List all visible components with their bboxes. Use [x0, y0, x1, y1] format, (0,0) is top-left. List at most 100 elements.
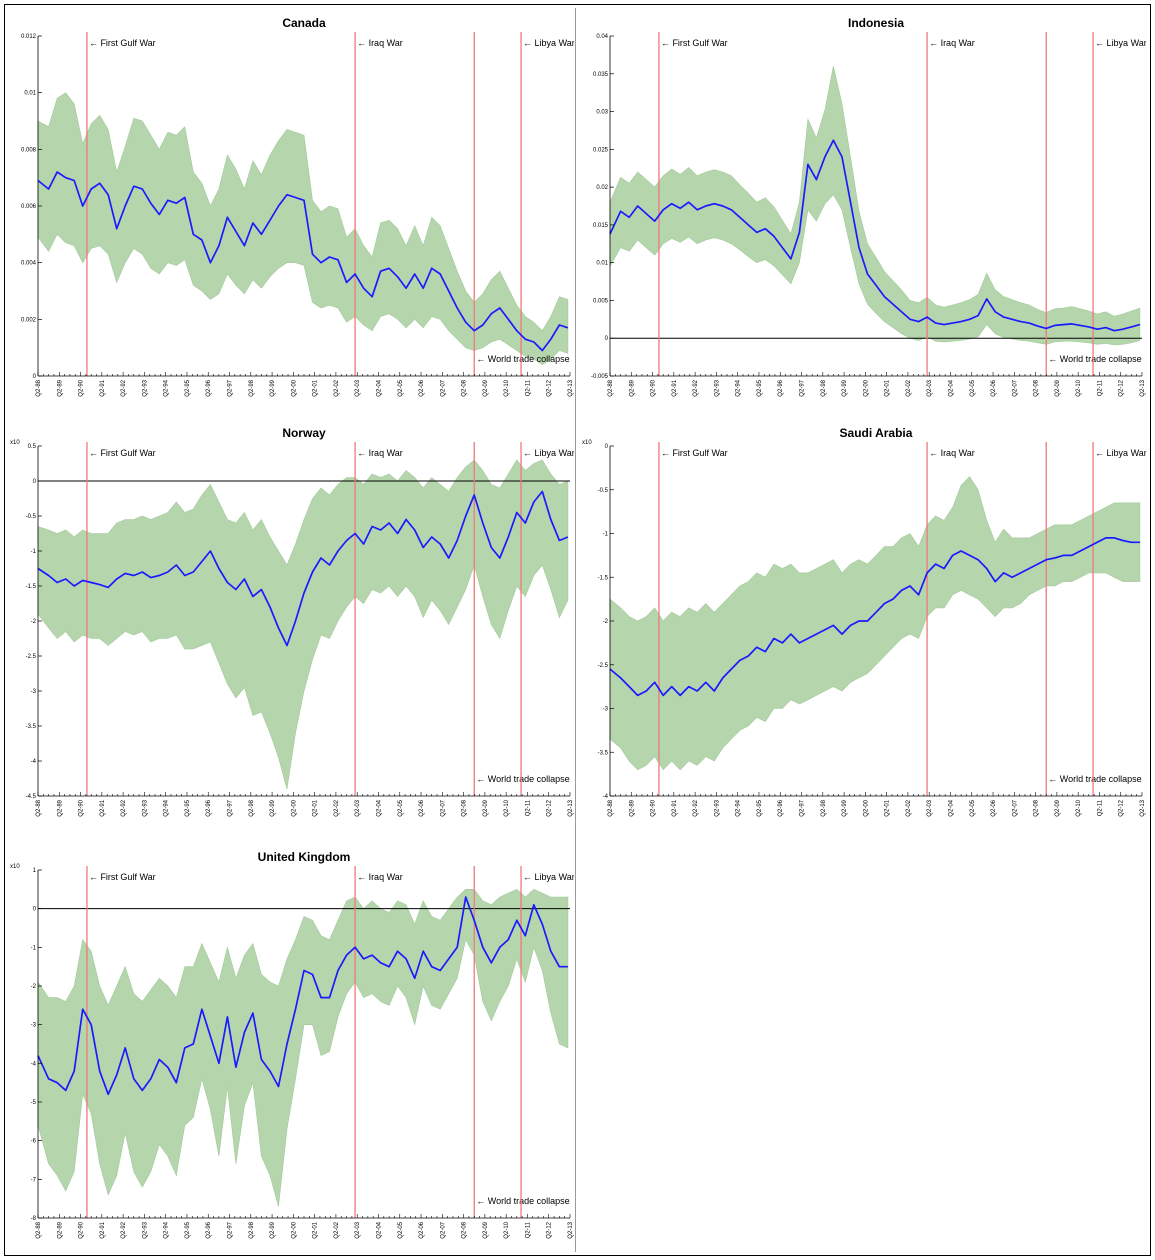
x-tick-label: Q2-03: [927, 379, 933, 396]
y-tick-label: 0.025: [593, 147, 609, 153]
event-label-iraq-war: ← Iraq War: [929, 448, 975, 458]
y-tick-label: -6: [31, 1139, 37, 1145]
x-tick-label: Q2-10: [1076, 799, 1082, 816]
y-tick-label: -3.5: [26, 724, 37, 730]
event-label-world-trade-collapse: ← World trade collapse: [476, 1196, 569, 1206]
y-tick-label: -5: [31, 1100, 37, 1106]
x-tick-label: Q2-97: [800, 799, 806, 816]
y-tick-label: -7: [31, 1177, 37, 1183]
x-tick-label: Q2-09: [1055, 379, 1061, 396]
x-tick-label: Q2-10: [504, 799, 510, 816]
x-tick-label: Q2-09: [483, 1221, 489, 1238]
chart-indonesia: Indonesia ← First Gulf War ← Iraq War ← Wor…: [591, 16, 1146, 397]
x-tick-label: Q2-90: [651, 379, 657, 396]
x-tick-label: Q2-13: [1140, 379, 1146, 396]
x-tick-label: Q2-99: [842, 799, 848, 816]
x-tick-label: Q2-09: [483, 379, 489, 396]
x-tick-label: Q2-98: [249, 1221, 255, 1238]
x-tick-label: Q2-98: [249, 379, 255, 396]
x-tick-label: Q2-04: [377, 799, 383, 816]
x-tick-label: Q2-96: [206, 799, 212, 816]
x-tick-label: Q2-93: [714, 799, 720, 816]
x-tick-label: Q2-90: [79, 379, 85, 396]
event-label-libya-war: ← Libya War: [1095, 448, 1146, 458]
x-tick-label: Q2-00: [863, 799, 869, 816]
x-tick-label: Q2-05: [970, 799, 976, 816]
x-tick-label: Q2-12: [547, 1221, 553, 1238]
y-tick-label: -3: [31, 1023, 37, 1029]
y-tick-label: 0.035: [593, 72, 609, 78]
x-tick-label: Q2-01: [313, 379, 319, 396]
x-tick-label: Q2-88: [36, 379, 42, 396]
x-tick-label: Q2-12: [1119, 799, 1125, 816]
x-tick-label: Q2-12: [547, 799, 553, 816]
chart-title: United Kingdom: [258, 850, 351, 864]
x-tick-label: Q2-02: [334, 1221, 340, 1238]
x-tick-label: Q2-04: [949, 799, 955, 816]
confidence-band: [37, 459, 569, 790]
y-tick-label: 0: [33, 374, 37, 380]
chart-norway: Norway x10 ← First Gulf War ← Iraq War ← Wor…: [10, 426, 574, 817]
series-line: [37, 490, 569, 647]
x-tick-label: Q2-91: [100, 379, 106, 396]
x-tick-label: Q2-89: [57, 1221, 63, 1238]
y-tick-label: -8: [31, 1216, 37, 1222]
y-tick-label: 1: [33, 868, 37, 874]
x-tick-label: Q2-03: [355, 1221, 361, 1238]
y-scale-label: x10: [10, 864, 20, 870]
chart-title: Canada: [282, 16, 326, 30]
x-tick-label: Q2-92: [693, 799, 699, 816]
x-tick-label: Q2-95: [757, 799, 763, 816]
x-tick-label: Q2-02: [334, 379, 340, 396]
y-tick-label: 0.004: [21, 261, 37, 267]
y-tick-label: -0.005: [591, 374, 609, 380]
confidence-band: [609, 476, 1141, 771]
x-tick-label: Q2-91: [672, 379, 678, 396]
x-tick-label: Q2-06: [419, 379, 425, 396]
x-tick-label: Q2-00: [863, 379, 869, 396]
y-tick-label: -1.5: [26, 584, 37, 590]
x-tick-label: Q2-88: [36, 799, 42, 816]
x-tick-label: Q2-97: [228, 1221, 234, 1238]
x-tick-label: Q2-05: [398, 799, 404, 816]
event-label-first-gulf-war: ← First Gulf War: [89, 448, 156, 458]
y-tick-label: 0.02: [596, 185, 608, 191]
x-tick-label: Q2-99: [842, 379, 848, 396]
x-tick-label: Q2-99: [270, 379, 276, 396]
y-tick-label: -3: [31, 689, 37, 695]
x-tick-label: Q2-91: [100, 799, 106, 816]
x-tick-label: Q2-93: [142, 1221, 148, 1238]
x-tick-label: Q2-94: [164, 799, 170, 816]
x-tick-label: Q2-05: [398, 1221, 404, 1238]
x-tick-label: Q2-00: [291, 799, 297, 816]
x-tick-label: Q2-13: [568, 1221, 574, 1238]
y-scale-label: x10: [582, 440, 592, 446]
x-tick-label: Q2-91: [100, 1221, 106, 1238]
y-scale-label: x10: [10, 440, 20, 446]
x-tick-label: Q2-08: [462, 379, 468, 396]
y-tick-label: -0.5: [598, 488, 609, 494]
y-tick-label: 0.01: [596, 261, 608, 267]
x-tick-label: Q2-01: [313, 799, 319, 816]
y-tick-label: 0: [605, 444, 609, 450]
chart-canada: Canada ← First Gulf War ← Iraq War ← World …: [21, 16, 574, 397]
y-tick-label: 0.012: [21, 34, 37, 40]
y-tick-label: 0.002: [21, 317, 37, 323]
x-tick-label: Q2-88: [608, 379, 614, 396]
x-tick-label: Q2-98: [821, 379, 827, 396]
x-tick-label: Q2-96: [778, 799, 784, 816]
x-tick-label: Q2-02: [334, 799, 340, 816]
confidence-band: [609, 66, 1141, 346]
event-label-libya-war: ← Libya War: [523, 448, 574, 458]
x-tick-label: Q2-07: [1012, 799, 1018, 816]
y-tick-label: -2.5: [598, 663, 609, 669]
confidence-band: [37, 92, 569, 366]
chart-united-kingdom: United Kingdom x10 ← First Gulf War ← Iraq …: [10, 850, 574, 1239]
event-label-iraq-war: ← Iraq War: [357, 38, 403, 48]
x-tick-label: Q2-08: [462, 799, 468, 816]
x-tick-label: Q2-11: [1097, 379, 1103, 396]
chart-title: Saudi Arabia: [840, 426, 913, 440]
x-tick-label: Q2-10: [504, 379, 510, 396]
y-tick-label: 0.015: [593, 223, 609, 229]
x-tick-label: Q2-95: [185, 379, 191, 396]
